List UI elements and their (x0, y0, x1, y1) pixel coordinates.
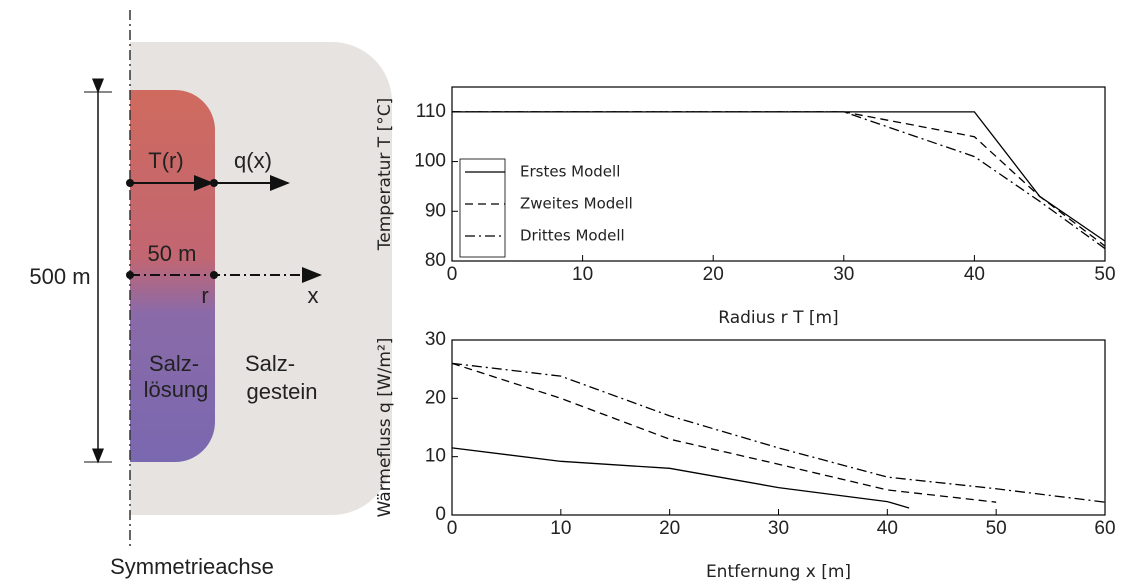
legend-box (459, 158, 506, 258)
x-tick-label: 30 (833, 264, 854, 285)
label: lösung (144, 377, 209, 402)
dot (210, 179, 218, 187)
label: gestein (247, 379, 318, 404)
label: Salz- (149, 351, 199, 376)
x-tick-label: 30 (768, 518, 789, 539)
legend-label: Zweites Modell (520, 195, 633, 213)
x-tick-label: 20 (703, 264, 724, 285)
diagram: 500 m T(r) q(x) 50 m r x Salz- lösung Sa… (29, 10, 392, 579)
label: 500 m (29, 264, 90, 289)
series-line (451, 362, 997, 503)
legend-label: Erstes Modell (520, 163, 620, 181)
x-axis-label: Radius r T [m] (718, 308, 838, 328)
x-tick-label: 10 (550, 518, 571, 539)
label: Symmetrieachse (110, 554, 274, 579)
x-tick-label: 0 (447, 518, 458, 539)
label: r (201, 283, 208, 308)
legend-label: Drittes Modell (520, 227, 625, 245)
x-tick-label: 10 (572, 264, 593, 285)
y-axis-label: Temperatur T [°C] (375, 98, 395, 251)
plot-frame (451, 86, 1106, 262)
plot-frame (451, 339, 1106, 516)
y-tick-label: 90 (425, 200, 446, 221)
x-tick-label: 40 (964, 264, 985, 285)
series-line (451, 362, 1106, 503)
x-tick-label: 0 (447, 264, 458, 285)
dot (210, 271, 218, 279)
label: q(x) (234, 148, 272, 173)
y-tick-label: 10 (425, 446, 446, 467)
dot (126, 271, 134, 279)
label: T(r) (148, 148, 183, 173)
x-tick-label: 50 (986, 518, 1007, 539)
y-tick-label: 110 (416, 101, 446, 122)
y-tick-label: 0 (435, 504, 446, 525)
x-tick-label: 20 (659, 518, 680, 539)
x-tick-label: 60 (1094, 518, 1115, 539)
y-tick-label: 20 (425, 387, 446, 408)
y-axis-label: Wärmefluss q [W/m²] (375, 338, 395, 518)
series-line (451, 447, 910, 509)
y-tick-label: 30 (425, 329, 446, 350)
dot (126, 179, 134, 187)
label: x (308, 283, 319, 308)
label: Salz- (245, 351, 295, 376)
x-axis-label: Entfernung x [m] (706, 562, 851, 582)
x-tick-label: 40 (877, 518, 898, 539)
x-tick-label: 50 (1094, 264, 1115, 285)
y-tick-label: 100 (414, 151, 446, 172)
label: 50 m (148, 241, 197, 266)
y-tick-label: 80 (425, 250, 446, 271)
series-line (452, 111, 1106, 250)
